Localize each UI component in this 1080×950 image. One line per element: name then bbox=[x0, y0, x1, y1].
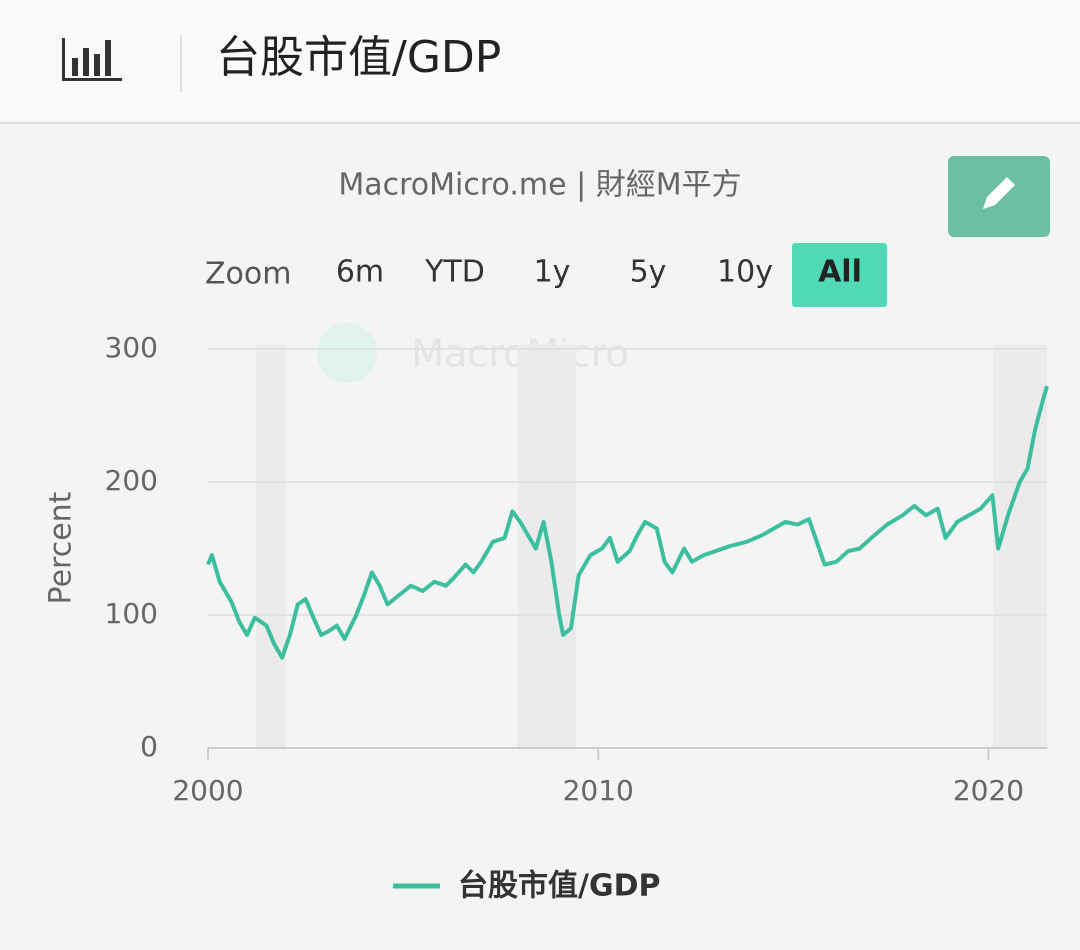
recession-band bbox=[993, 345, 1047, 748]
data-line bbox=[206, 385, 1049, 660]
legend-label[interactable]: 台股市值/GDP bbox=[458, 869, 660, 904]
x-tick-label: 2010 bbox=[563, 774, 634, 807]
y-tick-label: 100 bbox=[105, 597, 158, 630]
x-tick-label: 2020 bbox=[953, 774, 1024, 807]
y-tick-label: 200 bbox=[105, 464, 158, 497]
zoom-button[interactable]: 6m bbox=[336, 255, 384, 290]
x-tick-label: 2000 bbox=[172, 774, 243, 807]
zoom-button[interactable]: 5y bbox=[630, 255, 667, 290]
zoom-button[interactable]: 10y bbox=[717, 255, 773, 290]
zoom-button[interactable]: YTD bbox=[424, 255, 485, 290]
header-bar bbox=[0, 0, 1080, 122]
zoom-button[interactable]: 1y bbox=[534, 255, 571, 290]
active-zoom-bg bbox=[792, 243, 887, 307]
y-axis-label: Percent bbox=[44, 491, 79, 604]
chart-icon bbox=[62, 38, 122, 81]
y-tick-label: 300 bbox=[105, 331, 158, 364]
edit-button[interactable] bbox=[948, 156, 1050, 237]
recession-band bbox=[256, 345, 286, 748]
zoom-button[interactable]: All bbox=[818, 255, 862, 290]
watermark-logo bbox=[317, 323, 377, 383]
credit: MacroMicro.me | 財經M平方 bbox=[338, 168, 741, 203]
page-title: 台股市值/GDP bbox=[216, 32, 501, 83]
zoom-label: Zoom bbox=[205, 257, 291, 292]
y-tick-label: 0 bbox=[140, 730, 158, 763]
